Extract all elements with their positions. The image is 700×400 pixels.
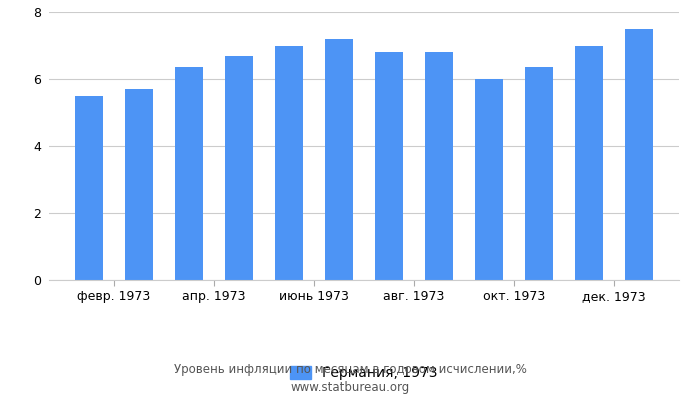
- Bar: [375, 52, 402, 280]
- Bar: [125, 89, 153, 280]
- Bar: [175, 67, 203, 280]
- Legend: Германия, 1973: Германия, 1973: [285, 360, 443, 386]
- Text: www.statbureau.org: www.statbureau.org: [290, 382, 410, 394]
- Bar: [426, 52, 453, 280]
- Bar: [575, 46, 603, 280]
- Bar: [525, 67, 553, 280]
- Bar: [76, 96, 103, 280]
- Bar: [625, 29, 652, 280]
- Bar: [275, 46, 302, 280]
- Text: Уровень инфляции по месяцам в годовом исчислении,%: Уровень инфляции по месяцам в годовом ис…: [174, 364, 526, 376]
- Bar: [326, 39, 353, 280]
- Bar: [225, 56, 253, 280]
- Bar: [475, 79, 503, 280]
